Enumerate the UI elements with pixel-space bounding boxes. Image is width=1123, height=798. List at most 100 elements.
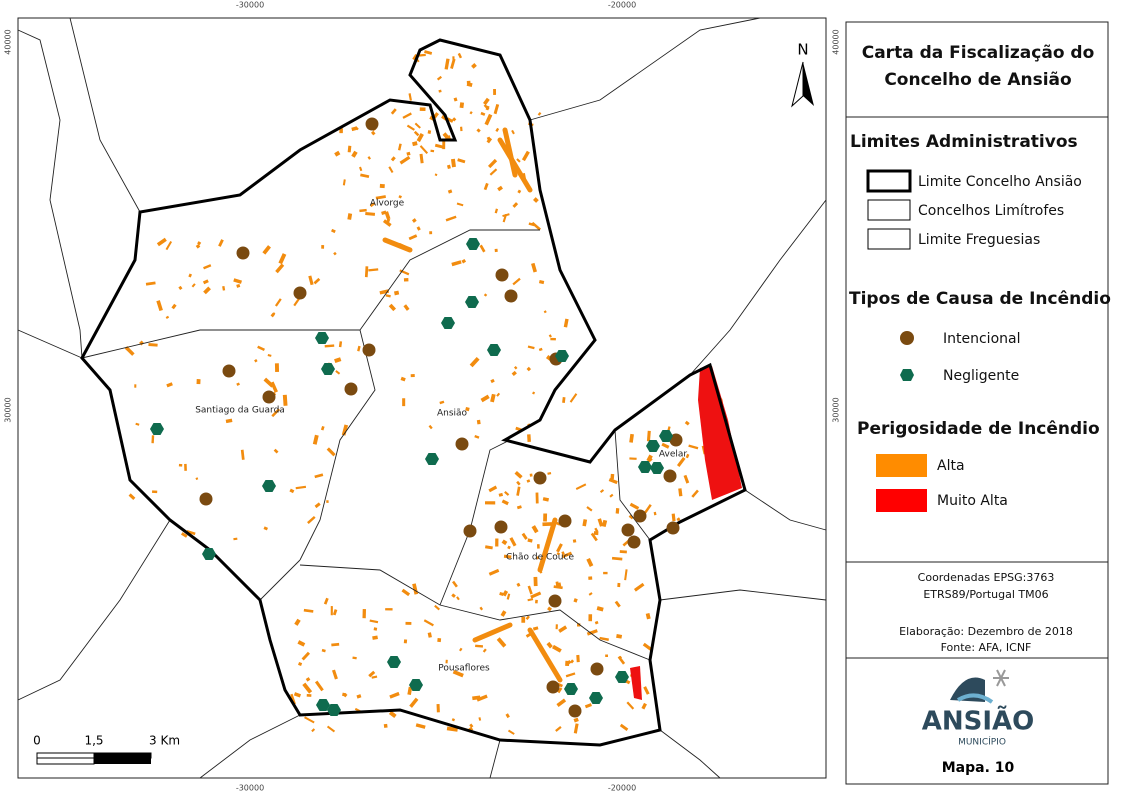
high-hazard-patch xyxy=(653,511,657,516)
high-hazard-patch xyxy=(451,718,456,722)
high-hazard-patch xyxy=(262,245,271,255)
high-hazard-patch xyxy=(338,341,343,348)
high-hazard-patch xyxy=(500,610,507,617)
high-hazard-patch xyxy=(553,585,563,590)
high-hazard-patch xyxy=(516,582,521,587)
high-hazard-patch xyxy=(513,365,518,370)
high-hazard-patch xyxy=(593,531,599,536)
high-hazard-patch xyxy=(178,285,183,290)
parish-line xyxy=(359,229,540,331)
fire-points xyxy=(150,117,683,718)
high-hazard-patch xyxy=(314,680,324,692)
high-hazard-patch xyxy=(615,508,620,514)
high-hazard-patch xyxy=(323,597,329,605)
high-hazard-patch xyxy=(511,370,517,377)
high-hazard-patch xyxy=(479,606,484,611)
high-hazard-patch xyxy=(588,592,593,596)
high-hazard-patch xyxy=(506,593,511,600)
high-hazard-patch xyxy=(512,277,521,286)
crs-text: Coordenadas EPSG:3763 xyxy=(918,571,1055,584)
high-hazard-patch xyxy=(451,260,462,267)
high-hazard-patch xyxy=(334,357,342,364)
high-hazard-patch xyxy=(616,633,623,639)
intentional-point xyxy=(590,662,604,676)
high-hazard-patch xyxy=(202,279,209,285)
intentional-point xyxy=(621,523,635,537)
legend-heading: Perigosidade de Incêndio xyxy=(857,419,1100,439)
swatch xyxy=(900,331,914,345)
high-hazard-patch xyxy=(488,485,498,493)
high-hazard-patch xyxy=(413,130,420,137)
high-hazard-patch xyxy=(410,374,415,378)
high-hazard-patch xyxy=(460,126,463,132)
high-hazard-patch xyxy=(341,424,349,436)
high-hazard-patch xyxy=(584,703,592,709)
swatch xyxy=(867,228,911,250)
negligent-point xyxy=(564,683,578,695)
high-hazard-patch xyxy=(594,527,599,533)
high-hazard-patch xyxy=(610,473,615,480)
high-hazard-patch xyxy=(537,111,542,116)
high-hazard-patch xyxy=(134,384,137,388)
high-hazard-patch xyxy=(525,615,530,621)
high-hazard-patch xyxy=(521,150,530,162)
high-hazard-patch xyxy=(685,453,690,459)
high-hazard-patch xyxy=(476,128,481,133)
north-arrow xyxy=(803,62,814,106)
high-hazard-patch xyxy=(305,677,311,682)
high-hazard-patch xyxy=(678,488,683,497)
high-hazard-patch xyxy=(461,258,467,264)
high-hazard-patch xyxy=(476,694,488,702)
high-hazard-patch xyxy=(490,378,495,384)
high-hazard-patch xyxy=(236,283,241,288)
legend-border xyxy=(845,21,1109,785)
high-hazard-patch xyxy=(684,420,690,426)
high-hazard-patch xyxy=(493,103,500,115)
neighbour-line xyxy=(17,29,83,359)
high-hazard-patch xyxy=(629,457,637,460)
swatch xyxy=(866,169,912,193)
high-hazard-patch xyxy=(263,377,274,388)
high-hazard-patch xyxy=(565,672,576,678)
high-hazard-patch xyxy=(148,343,158,347)
high-hazard-patch xyxy=(572,539,577,543)
high-hazard-patch xyxy=(403,278,409,282)
high-hazard-patch xyxy=(389,691,400,699)
high-hazard-patch xyxy=(466,82,473,88)
high-hazard-patch xyxy=(393,290,400,296)
high-hazard-patch xyxy=(624,569,628,581)
intentional-point xyxy=(495,268,509,282)
high-hazard-patch xyxy=(563,318,569,328)
high-hazard-patch xyxy=(556,543,563,553)
high-hazard-patch xyxy=(419,145,429,155)
high-hazard-patch xyxy=(451,593,456,598)
high-hazard-patch xyxy=(641,702,647,710)
high-hazard-patch xyxy=(326,725,336,733)
high-hazard-patch xyxy=(275,263,285,274)
high-hazard-patch xyxy=(483,293,488,297)
high-hazard-patch xyxy=(599,489,605,493)
high-hazard-patch xyxy=(424,50,433,55)
high-hazard-patch xyxy=(369,202,376,208)
coord-label: 40000 xyxy=(4,29,13,54)
place-label: Alvorge xyxy=(370,199,405,209)
high-hazard-patch xyxy=(472,695,481,701)
high-hazard-patch xyxy=(293,692,301,698)
legend-item: Negligente xyxy=(943,368,1019,384)
negligent-point xyxy=(409,679,423,691)
high-hazard-patch xyxy=(430,149,435,153)
high-hazard-patch xyxy=(516,480,521,486)
high-hazard-patch xyxy=(401,588,411,597)
coord-label: -30000 xyxy=(236,784,264,793)
high-hazard-patch xyxy=(314,502,321,509)
high-hazard-patch xyxy=(457,158,466,164)
high-hazard-patch xyxy=(403,639,408,644)
negligent-point xyxy=(321,363,335,375)
high-hazard-patch xyxy=(452,669,464,678)
coord-label: 30000 xyxy=(4,397,13,422)
place-label: Chão de Couce xyxy=(506,553,574,563)
high-hazard-patch xyxy=(294,618,301,626)
high-hazard-patch xyxy=(171,303,177,310)
high-hazard-patch xyxy=(691,489,699,498)
high-hazard-patch xyxy=(483,104,490,111)
